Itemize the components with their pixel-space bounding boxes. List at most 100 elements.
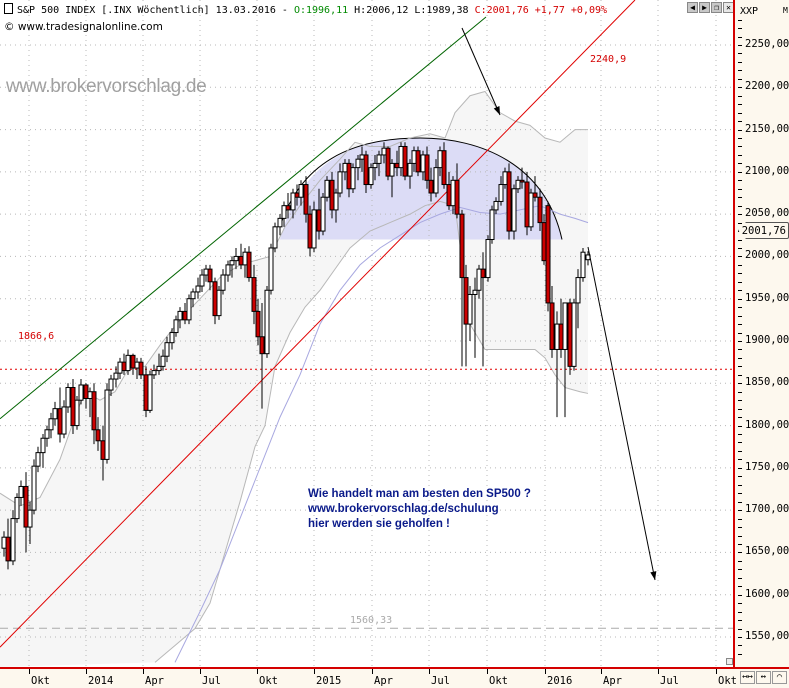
- candle-body: [134, 361, 140, 369]
- candle-body: [428, 179, 434, 194]
- candle-body: [177, 310, 183, 321]
- close-icon[interactable]: ✕: [723, 2, 733, 13]
- candle-body: [472, 289, 478, 295]
- candle-body: [255, 310, 261, 338]
- y-minor-tick: [738, 484, 742, 486]
- y-tick-label: 2200,00: [745, 80, 789, 93]
- candle-body: [27, 509, 33, 528]
- y-minor-tick: [738, 408, 742, 410]
- candle-body: [480, 268, 486, 279]
- candle-body: [186, 298, 192, 321]
- candle-body: [385, 147, 391, 177]
- chart-canvas[interactable]: [0, 0, 733, 667]
- candle-body: [285, 205, 291, 211]
- y-minor-tick: [738, 197, 742, 199]
- back-arrow-icon[interactable]: ◀: [687, 2, 698, 13]
- x-axis[interactable]: Okt 2014 Apr Jul Okt 2015 Apr Jul Okt 2016 Apr Jul O…: [0, 667, 789, 688]
- candle-body: [363, 154, 369, 186]
- y-minor-tick: [738, 247, 742, 249]
- down-arrow-top-head: [493, 106, 500, 115]
- promo-line-1: Wie handelt man am besten den SP500 ?: [308, 488, 531, 500]
- plot-area[interactable]: S&P 500 INDEX [.INX Wöchentlich] 13.03.2…: [0, 0, 733, 667]
- y-minor-tick: [738, 577, 742, 579]
- candle-body: [324, 179, 330, 198]
- x-tick: [487, 669, 488, 674]
- y-minor-tick: [738, 95, 742, 97]
- restore-icon[interactable]: ❐: [711, 2, 722, 13]
- candle-body: [411, 150, 417, 164]
- y-tick-label: 1550,00: [745, 629, 789, 642]
- candle-body: [554, 323, 560, 350]
- promo-text: Wie handelt man am besten den SP500 ? ww…: [308, 487, 531, 532]
- zoom-fit-icon[interactable]: ↤↦: [740, 671, 755, 684]
- y-tick-label: 1650,00: [745, 545, 789, 558]
- axis-menu-icon[interactable]: M: [783, 6, 788, 15]
- candle-body: [160, 355, 166, 367]
- x-tick: [143, 669, 144, 674]
- forward-arrow-icon[interactable]: ▶: [699, 2, 710, 13]
- y-minor-tick: [738, 400, 742, 402]
- candle-body: [359, 154, 365, 160]
- y-minor-tick: [738, 543, 742, 545]
- y-minor-tick: [738, 87, 742, 89]
- x-tick: [86, 669, 87, 674]
- y-minor-tick: [738, 188, 742, 190]
- y-minor-tick: [738, 518, 742, 520]
- candle-body: [190, 291, 196, 300]
- candle-body: [164, 342, 170, 357]
- candle-body: [476, 268, 482, 291]
- candle-body: [372, 162, 378, 169]
- y-tick-label: 1750,00: [745, 460, 789, 473]
- candle-body: [117, 361, 123, 374]
- y-tick-label: 2000,00: [745, 249, 789, 262]
- down-arrow-forecast: [587, 246, 656, 581]
- candle-body: [333, 192, 339, 211]
- y-minor-tick: [738, 450, 742, 452]
- y-minor-tick: [738, 374, 742, 376]
- candle-body: [108, 378, 114, 391]
- candle-body: [225, 264, 231, 276]
- candle-body: [389, 162, 395, 177]
- candle-body: [402, 145, 408, 177]
- candle-body: [316, 209, 322, 232]
- candle-body: [220, 274, 226, 291]
- x-tick-label: Apr: [145, 675, 164, 687]
- x-tick-label: Okt: [489, 675, 508, 687]
- curve-icon[interactable]: ⌒: [772, 671, 787, 684]
- zoom-horizontal-icon[interactable]: ↔: [756, 671, 771, 684]
- y-minor-tick: [738, 569, 742, 571]
- y-minor-tick: [738, 36, 742, 38]
- candle-body: [485, 239, 491, 279]
- candle-body: [31, 465, 37, 511]
- candle-body: [100, 440, 106, 460]
- resize-handle[interactable]: [726, 658, 733, 665]
- candle-body: [5, 536, 11, 562]
- candle-body: [441, 150, 447, 186]
- candle-body: [35, 452, 41, 467]
- candle-body: [346, 162, 352, 190]
- candle-body: [446, 184, 452, 207]
- candle-body: [311, 209, 317, 249]
- y-minor-tick: [738, 239, 742, 241]
- candle-body: [580, 251, 586, 279]
- x-tick-label: Okt: [718, 675, 737, 687]
- y-minor-tick: [738, 78, 742, 80]
- y-minor-tick: [738, 442, 742, 444]
- y-axis[interactable]: 1550,00 1600,00 1650,00 1700,00 1750,00 1800,…: [733, 0, 789, 667]
- candle-body: [242, 251, 248, 266]
- candle-body: [74, 399, 80, 427]
- x-tick: [601, 669, 602, 674]
- y-tick-label: 1900,00: [745, 333, 789, 346]
- candle-body: [398, 145, 404, 169]
- candle-body: [489, 209, 495, 241]
- x-tick: [314, 669, 315, 674]
- promo-line-2[interactable]: www.brokervorschlag.de/schulung: [308, 503, 499, 515]
- down-arrow-forecast-head: [650, 571, 657, 580]
- candle-body: [463, 277, 469, 325]
- candle-body: [48, 418, 54, 431]
- y-minor-tick: [738, 104, 742, 106]
- candle-body: [498, 184, 504, 202]
- y-minor-tick: [738, 264, 742, 266]
- bollinger-lower: [154, 200, 589, 663]
- candle-body: [246, 251, 252, 279]
